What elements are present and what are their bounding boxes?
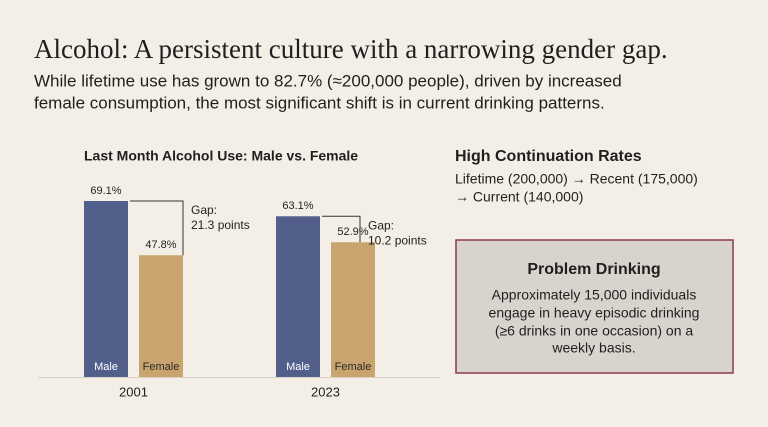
panel-line: → Current (140,000) [455, 189, 583, 205]
series-label: Male [94, 361, 118, 373]
gap-annotation: 10.2 points [368, 233, 427, 247]
callout-line: (≥6 drinks in one occasion) on a [495, 323, 694, 339]
bar [139, 255, 183, 377]
bar [84, 201, 128, 377]
chart-title: Last Month Alcohol Use: Male vs. Female [84, 148, 358, 164]
gap-annotation: 21.3 points [191, 218, 250, 232]
value-label: 47.8% [145, 239, 176, 251]
gap-bracket [322, 215, 361, 243]
bar [331, 242, 375, 377]
x-tick-label: 2023 [311, 384, 340, 399]
callout-line: weekly basis. [551, 340, 635, 356]
series-label: Female [143, 361, 180, 373]
subtitle-line: While lifetime use has grown to 82.7% (≈… [34, 71, 622, 90]
x-tick-label: 2001 [119, 384, 148, 399]
callout-box [455, 239, 734, 374]
series-label: Male [286, 361, 310, 373]
bar [276, 216, 320, 377]
subtitle-line: female consumption, the most significant… [34, 93, 605, 112]
callout-title: Problem Drinking [527, 261, 660, 278]
callout-line: Approximately 15,000 individuals [492, 287, 697, 303]
gap-annotation: Gap: [368, 218, 394, 232]
page-title: Alcohol: A persistent culture with a nar… [34, 34, 668, 64]
value-label: 52.9% [337, 226, 368, 238]
series-label: Female [335, 361, 372, 373]
panel-line: Lifetime (200,000) → Recent (175,000) [455, 171, 698, 187]
gap-annotation: Gap: [191, 203, 217, 217]
panel-title: High Continuation Rates [455, 148, 642, 165]
value-label: 69.1% [90, 185, 121, 197]
value-label: 63.1% [282, 200, 313, 212]
callout-line: engage in heavy episodic drinking [489, 305, 700, 321]
gap-bracket [130, 200, 184, 256]
